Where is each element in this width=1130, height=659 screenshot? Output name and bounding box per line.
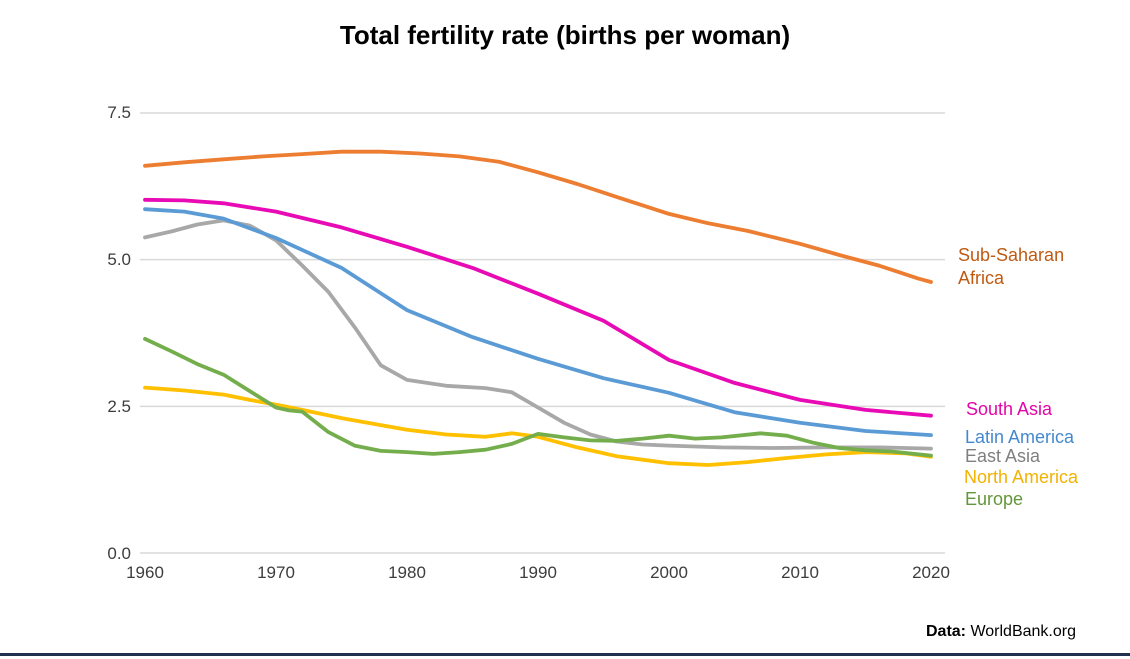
legend-label-line: North America bbox=[964, 467, 1079, 487]
legend-label-east-asia: East Asia bbox=[965, 445, 1040, 468]
line-east-asia bbox=[143, 218, 933, 451]
chart-title: Total fertility rate (births per woman) bbox=[339, 20, 791, 50]
data-source-prefix: Data: bbox=[926, 623, 967, 640]
legend-label-line: Sub-Saharan bbox=[958, 245, 1065, 265]
x-tick-2010: 2010 bbox=[781, 563, 819, 582]
legend-label-line: South Asia bbox=[966, 399, 1053, 419]
legend-label-line: Latin America bbox=[965, 427, 1075, 447]
legend-label-south-asia: South Asia bbox=[966, 398, 1052, 421]
legend-label-latin-america: Latin America bbox=[965, 426, 1074, 449]
x-tick-1980: 1980 bbox=[388, 563, 426, 582]
legend-label-line: East Asia bbox=[965, 446, 1041, 466]
data-lines bbox=[143, 149, 933, 467]
legend-label-line: Africa bbox=[958, 268, 1005, 288]
line-south-asia bbox=[143, 197, 933, 418]
y-tick-7.5: 7.5 bbox=[107, 103, 131, 123]
y-tick-5.0: 5.0 bbox=[107, 250, 131, 270]
legend-label-sub-saharan-africa: Sub-Saharan Africa bbox=[958, 244, 1064, 290]
line-europe bbox=[143, 336, 933, 458]
data-source-text: WorldBank.org bbox=[966, 623, 1076, 640]
data-source-note: Data: WorldBank.org bbox=[926, 623, 1076, 641]
y-tick-0.0: 0.0 bbox=[107, 543, 131, 563]
x-tick-2020: 2020 bbox=[912, 563, 950, 582]
legend-label-line: Europe bbox=[965, 489, 1024, 509]
gridlines bbox=[140, 112, 945, 554]
x-tick-1960: 1960 bbox=[126, 563, 164, 582]
y-tick-2.5: 2.5 bbox=[107, 396, 131, 416]
legend-label-europe: Europe bbox=[965, 488, 1023, 511]
x-tick-1970: 1970 bbox=[257, 563, 295, 582]
line-latin-america bbox=[143, 207, 933, 438]
bottom-accent-bar bbox=[0, 653, 1130, 656]
x-tick-2000: 2000 bbox=[650, 563, 688, 582]
legend-label-north-america: North America bbox=[964, 466, 1078, 489]
line-sub-saharan-africa bbox=[143, 149, 933, 284]
x-tick-1990: 1990 bbox=[519, 563, 557, 582]
